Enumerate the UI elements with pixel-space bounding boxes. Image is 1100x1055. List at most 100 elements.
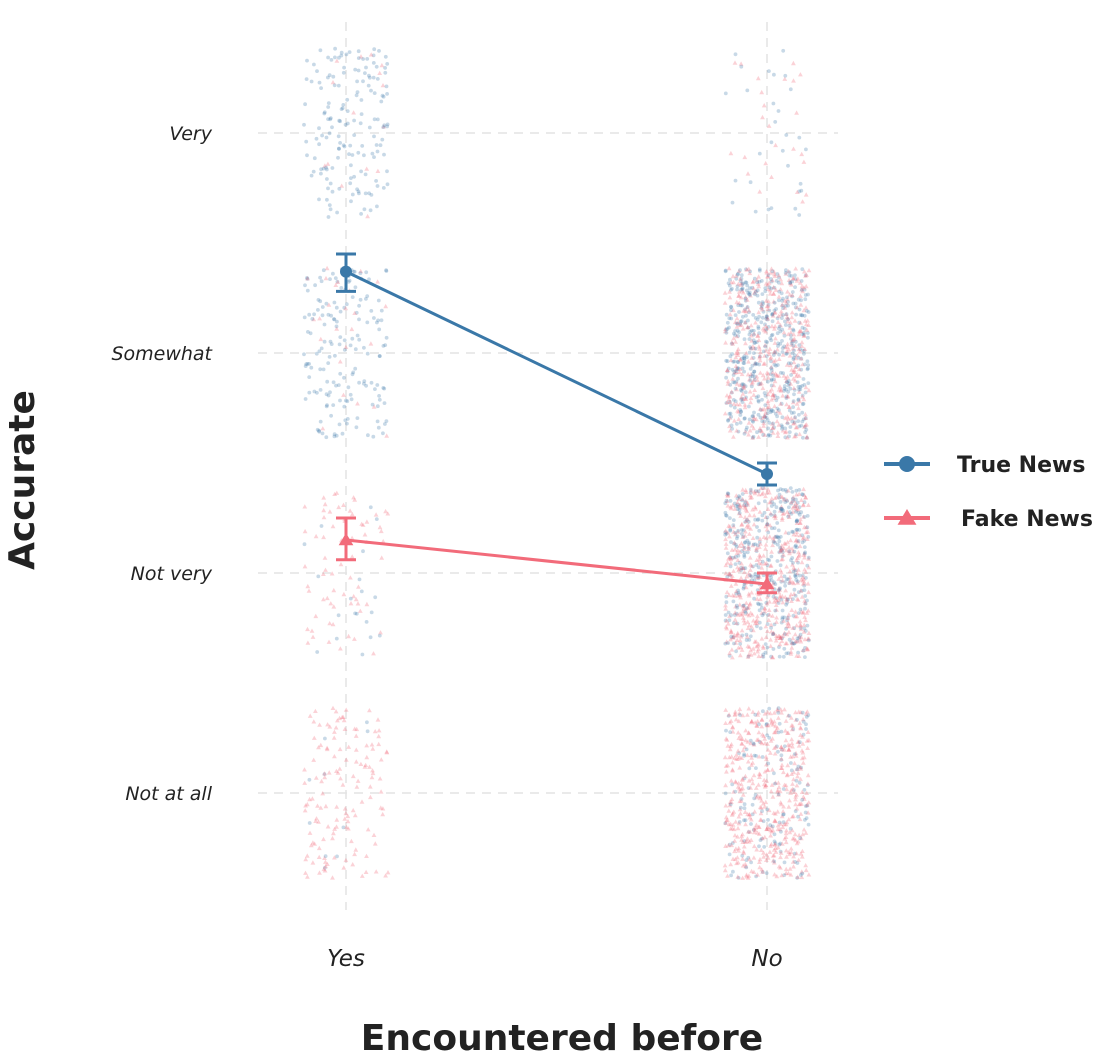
raw-point-fake bbox=[784, 402, 789, 407]
raw-point-fake bbox=[795, 597, 801, 602]
raw-point-fake bbox=[801, 796, 807, 801]
raw-point-fake bbox=[794, 766, 800, 771]
raw-point-fake bbox=[318, 336, 324, 342]
raw-point-true bbox=[348, 392, 353, 397]
raw-point-fake bbox=[334, 804, 340, 809]
raw-point-true bbox=[350, 295, 355, 299]
raw-point-fake bbox=[760, 407, 765, 412]
raw-point-fake bbox=[756, 730, 762, 735]
raw-point-fake bbox=[777, 788, 783, 794]
raw-point-fake bbox=[798, 776, 803, 782]
raw-point-fake bbox=[736, 300, 742, 305]
raw-point-fake bbox=[748, 495, 753, 500]
raw-point-true bbox=[793, 206, 798, 211]
raw-point-fake bbox=[745, 829, 751, 834]
raw-point-fake bbox=[746, 359, 751, 364]
raw-point-true bbox=[746, 546, 751, 551]
raw-point-true bbox=[736, 429, 741, 434]
raw-point-fake bbox=[738, 736, 744, 741]
raw-point-true bbox=[741, 566, 746, 571]
raw-point-fake bbox=[735, 630, 741, 635]
raw-point-fake bbox=[380, 538, 386, 544]
raw-point-fake bbox=[788, 320, 793, 325]
raw-point-fake bbox=[796, 366, 802, 372]
raw-point-true bbox=[784, 268, 788, 272]
raw-point-fake bbox=[784, 596, 790, 601]
raw-point-true bbox=[800, 332, 805, 336]
raw-point-fake bbox=[765, 282, 771, 287]
raw-point-fake bbox=[765, 371, 771, 376]
raw-point-true bbox=[342, 144, 347, 149]
raw-point-true bbox=[728, 527, 733, 532]
raw-point-fake bbox=[732, 418, 737, 423]
raw-point-true bbox=[738, 303, 743, 308]
raw-point-true bbox=[739, 797, 744, 801]
raw-point-fake bbox=[748, 372, 754, 377]
raw-point-true bbox=[774, 596, 779, 600]
raw-point-fake bbox=[378, 528, 384, 534]
raw-point-true bbox=[376, 318, 380, 323]
raw-point-fake bbox=[784, 786, 790, 792]
raw-point-fake bbox=[757, 189, 763, 194]
raw-point-fake bbox=[748, 837, 754, 842]
raw-point-fake bbox=[334, 817, 340, 822]
raw-point-fake bbox=[343, 305, 349, 311]
raw-point-fake bbox=[739, 371, 745, 377]
raw-point-true bbox=[765, 379, 770, 384]
raw-point-fake bbox=[779, 638, 785, 644]
raw-point-fake bbox=[349, 554, 355, 559]
raw-point-true bbox=[336, 134, 341, 139]
raw-point-true bbox=[774, 505, 779, 510]
raw-point-fake bbox=[325, 722, 330, 727]
raw-point-fake bbox=[776, 792, 781, 797]
raw-point-fake bbox=[764, 762, 769, 767]
raw-point-fake bbox=[777, 635, 783, 640]
raw-point-fake bbox=[370, 746, 376, 751]
raw-point-true bbox=[742, 550, 747, 555]
raw-point-fake bbox=[742, 744, 748, 749]
raw-point-true bbox=[775, 395, 780, 400]
raw-point-fake bbox=[739, 628, 745, 633]
raw-point-fake bbox=[781, 618, 786, 623]
raw-point-true bbox=[728, 277, 732, 282]
raw-point-fake bbox=[744, 524, 750, 529]
raw-point-true bbox=[326, 361, 331, 365]
raw-point-true bbox=[776, 749, 780, 754]
raw-point-true bbox=[724, 728, 728, 733]
raw-point-true bbox=[766, 407, 771, 412]
raw-point-true bbox=[744, 503, 749, 507]
raw-point-fake bbox=[736, 289, 742, 294]
raw-point-fake bbox=[783, 271, 789, 276]
raw-point-true bbox=[363, 191, 368, 196]
raw-point-fake bbox=[733, 604, 738, 609]
raw-point-fake bbox=[778, 634, 784, 639]
raw-point-true bbox=[731, 555, 735, 560]
raw-point-fake bbox=[796, 857, 802, 862]
raw-point-fake bbox=[736, 293, 741, 298]
raw-point-fake bbox=[765, 709, 771, 715]
raw-point-true bbox=[322, 111, 327, 116]
raw-point-fake bbox=[326, 639, 332, 644]
raw-point-fake bbox=[751, 742, 757, 747]
raw-point-true bbox=[763, 322, 767, 327]
raw-point-true bbox=[737, 751, 741, 755]
raw-point-fake bbox=[727, 394, 732, 399]
raw-point-true bbox=[732, 641, 736, 646]
raw-point-fake bbox=[765, 767, 770, 773]
raw-point-fake bbox=[770, 767, 775, 772]
raw-point-true bbox=[753, 793, 758, 797]
raw-point-fake bbox=[783, 782, 789, 788]
raw-point-true bbox=[320, 305, 325, 309]
raw-point-true bbox=[805, 367, 810, 372]
raw-point-fake bbox=[759, 636, 765, 641]
raw-point-true bbox=[744, 865, 749, 870]
raw-point-true bbox=[795, 876, 800, 880]
raw-point-fake bbox=[741, 385, 747, 390]
raw-point-fake bbox=[796, 346, 802, 352]
raw-point-fake bbox=[732, 593, 737, 598]
raw-point-fake bbox=[751, 285, 756, 291]
raw-point-true bbox=[786, 615, 790, 620]
raw-point-true bbox=[793, 572, 798, 577]
raw-point-true bbox=[773, 540, 777, 545]
raw-point-true bbox=[729, 873, 733, 878]
